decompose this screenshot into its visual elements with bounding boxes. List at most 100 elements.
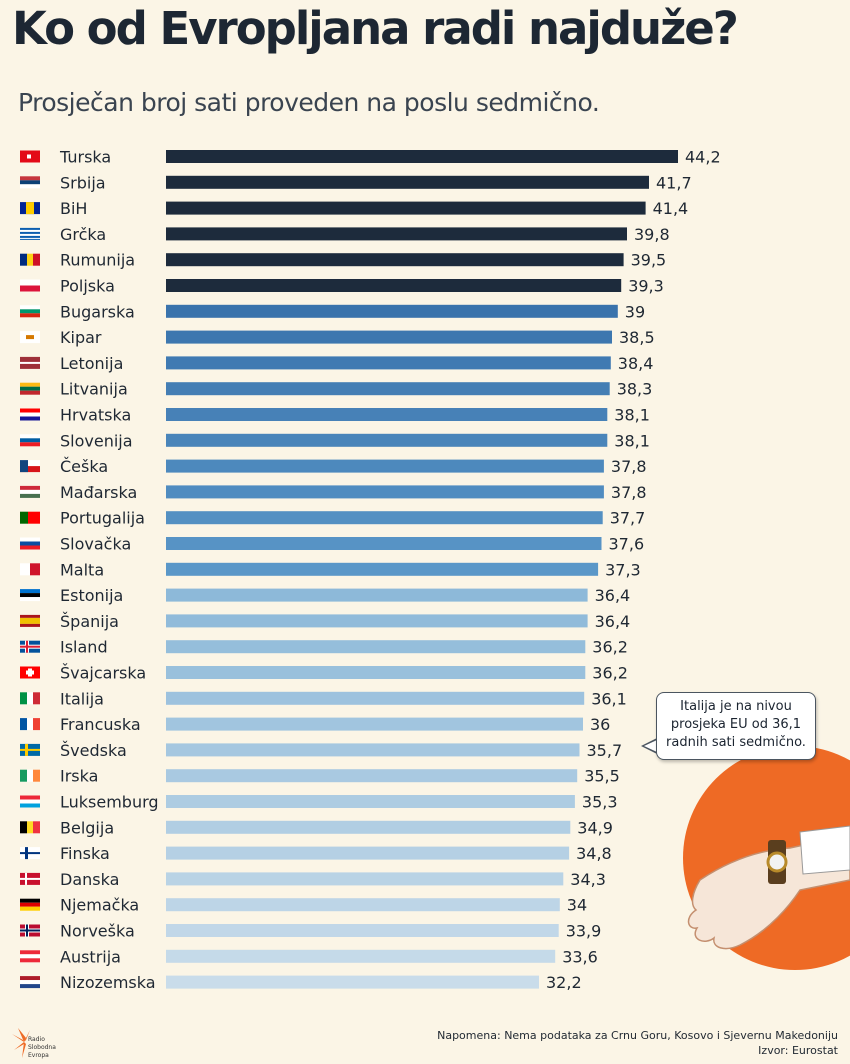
flag-netherlands-icon	[20, 976, 40, 989]
country-label: Češka	[60, 457, 108, 476]
flag-germany-icon	[20, 898, 40, 911]
flag-iceland-icon	[20, 640, 40, 653]
bar	[166, 175, 649, 189]
flag-norway-icon	[20, 924, 40, 937]
flag-italy-icon	[20, 692, 40, 705]
flag-poland-icon	[20, 279, 40, 292]
value-label: 36,4	[595, 586, 631, 605]
bar	[166, 872, 564, 886]
flag-czechia-icon	[20, 460, 40, 473]
country-label: Danska	[60, 870, 119, 889]
country-label: Španija	[60, 612, 119, 631]
flag-malta-icon	[20, 563, 40, 576]
value-label: 33,6	[562, 947, 598, 966]
bar	[166, 820, 571, 834]
flag-finland-icon	[20, 847, 40, 860]
value-label: 37,8	[611, 457, 647, 476]
flag-france-icon	[20, 718, 40, 731]
bar	[166, 227, 627, 241]
value-label: 38,1	[614, 431, 650, 450]
value-label: 32,2	[546, 973, 582, 992]
flag-latvia-icon	[20, 356, 40, 369]
flag-estonia-icon	[20, 589, 40, 602]
country-label: Finska	[60, 844, 110, 863]
footnote: Napomena: Nema podataka za Crnu Goru, Ko…	[437, 1028, 838, 1058]
country-label: Malta	[60, 560, 104, 579]
bar	[166, 201, 646, 215]
bar	[166, 150, 678, 163]
country-label: Hrvatska	[60, 406, 131, 425]
bar	[166, 279, 622, 292]
country-label: Poljska	[60, 277, 115, 296]
country-label: Litvanija	[60, 380, 128, 399]
country-label: Njemačka	[60, 896, 139, 915]
flag-portugal-icon	[20, 511, 40, 524]
italy-annotation: Italija je na nivou prosjeka EU od 36,1 …	[656, 692, 816, 760]
country-label: Nizozemska	[60, 973, 156, 992]
country-label: Grčka	[60, 225, 106, 244]
country-label: Srbija	[60, 173, 106, 192]
country-label: Turska	[59, 148, 111, 167]
value-label: 39,3	[628, 277, 664, 296]
value-label: 39,8	[634, 225, 670, 244]
page-title: Ko od Evropljana radi najduže?	[12, 2, 739, 55]
bar	[166, 330, 612, 344]
hand-with-watch-icon	[683, 746, 850, 970]
country-label: Francuska	[60, 715, 141, 734]
value-label: 37,8	[611, 483, 647, 502]
country-label: Švajcarska	[60, 664, 146, 683]
value-label: 37,7	[610, 509, 646, 528]
flag-lithuania-icon	[20, 382, 40, 395]
value-label: 35,7	[587, 741, 623, 760]
bar	[166, 743, 580, 757]
country-label: Irska	[60, 767, 98, 786]
flag-romania-icon	[20, 253, 40, 266]
value-label: 38,4	[618, 354, 654, 373]
footnote-source: Izvor: Eurostat	[758, 1044, 838, 1057]
country-label: Portugalija	[60, 509, 145, 528]
country-label: Austrija	[60, 947, 121, 966]
bar	[166, 795, 575, 808]
country-label: Slovačka	[60, 535, 131, 554]
country-label: Norveška	[60, 922, 135, 941]
flag-austria-icon	[20, 950, 40, 963]
flag-serbia-icon	[20, 176, 40, 189]
value-label: 36,2	[592, 664, 628, 683]
value-label: 34,9	[577, 818, 613, 837]
page-subtitle: Prosječan broj sati proveden na poslu se…	[18, 88, 600, 117]
bar	[166, 769, 578, 783]
country-label: Luksemburg	[60, 793, 159, 812]
bar	[166, 485, 604, 499]
flag-turkey-icon	[20, 150, 40, 163]
bar	[166, 691, 585, 705]
country-label: Italija	[60, 689, 104, 708]
value-label: 36	[590, 715, 610, 734]
value-label: 41,4	[653, 199, 689, 218]
flag-luxembourg-icon	[20, 795, 40, 808]
value-label: 33,9	[566, 922, 602, 941]
value-label: 38,5	[619, 328, 655, 347]
bar	[166, 666, 586, 679]
bar	[166, 537, 602, 550]
value-label: 35,3	[582, 793, 618, 812]
flag-croatia-icon	[20, 408, 40, 421]
bar	[166, 898, 560, 912]
bar	[166, 640, 586, 654]
flag-spain-icon	[20, 614, 40, 627]
country-label: BiH	[60, 199, 87, 218]
country-label: Estonija	[60, 586, 123, 605]
bar	[166, 924, 559, 937]
country-label: Kipar	[60, 328, 102, 347]
value-label: 37,3	[605, 560, 641, 579]
flag-belgium-icon	[20, 821, 40, 834]
bar	[166, 459, 604, 473]
value-label: 36,4	[595, 612, 631, 631]
flag-cyprus-icon	[20, 331, 40, 344]
flag-switzerland-icon	[20, 666, 40, 679]
country-label: Mađarska	[60, 483, 137, 502]
bar	[166, 562, 599, 576]
country-label: Belgija	[60, 818, 114, 837]
rse-logo	[12, 1028, 30, 1058]
flag-slovakia-icon	[20, 537, 40, 550]
